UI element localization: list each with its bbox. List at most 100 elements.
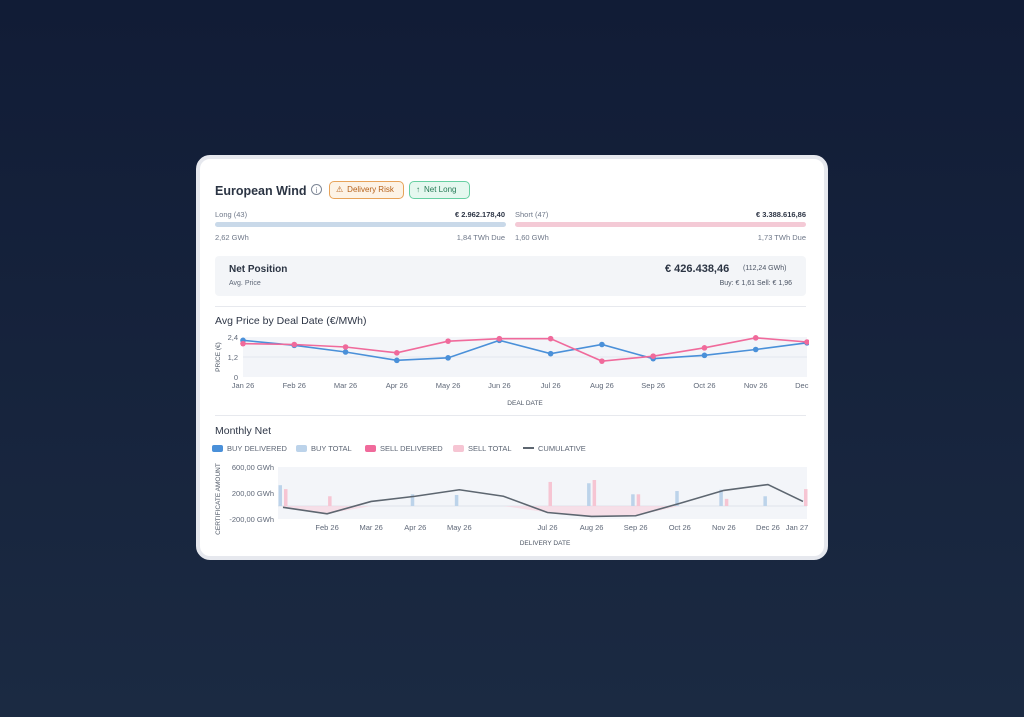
avg-price-label: Avg. Price (229, 280, 261, 287)
buy-total-bar (410, 494, 415, 506)
divider (215, 415, 806, 416)
x-tick-label: Jul 26 (541, 381, 561, 390)
legend-cumulative[interactable]: CUMULATIVE (523, 444, 586, 453)
buy-total-bar (763, 496, 767, 506)
buy-price-point (752, 346, 759, 353)
buy-sell-prices: Buy: € 1,61 Sell: € 1,96 (719, 280, 792, 287)
y-tick-label: 2,4 (228, 333, 238, 342)
short-label: Short (47) (515, 210, 549, 219)
x-tick-label: Dec 26 (756, 523, 780, 532)
y-tick-label: 1,2 (228, 353, 238, 362)
short-volume: 1,60 GWh (515, 233, 549, 242)
sell-total-bar (592, 480, 597, 506)
x-tick-label: May 26 (436, 381, 461, 390)
net-position-box: Net Position Avg. Price € 426.438,46 (11… (215, 256, 806, 296)
price-chart-title: Avg Price by Deal Date (€/MWh) (215, 315, 367, 327)
legend-sell-total[interactable]: SELL TOTAL (453, 444, 512, 453)
x-tick-label: Mar 26 (334, 381, 357, 390)
y-tick-label: 600,00 GWh (232, 463, 274, 472)
short-amount: € 3.388.616,86 (755, 210, 806, 219)
instrument-card: European Wind i ⚠ Delivery Risk ↑ Net Long… (196, 155, 828, 560)
x-tick-label: Sep 26 (624, 523, 648, 532)
x-axis-label: DEAL DATE (507, 400, 543, 407)
sell-total-bar (804, 489, 808, 506)
x-tick-label: Feb 26 (283, 381, 306, 390)
y-tick-label: 200,00 GWh (232, 489, 274, 498)
buy-total-bar (587, 483, 591, 506)
monthly-net-chart: 600,00 GWh 200,00 GWh -200,00 GWh CERTIFICA… (215, 463, 809, 547)
x-tick-label: Oct 26 (693, 381, 715, 390)
buy-price-point (445, 355, 451, 361)
x-tick-label: Aug 26 (590, 381, 614, 390)
x-tick-label: May 26 (447, 523, 472, 532)
x-tick-label: Feb 26 (315, 523, 338, 532)
y-axis-label: CERTIFICATE AMOUNT (215, 463, 222, 535)
buy-total-bar (454, 494, 459, 506)
buy-total-bar (675, 491, 679, 506)
sell-total-bar (724, 498, 729, 506)
card-title: European Wind (215, 184, 307, 198)
sell-price-point (547, 335, 554, 342)
x-tick-label: Mar 26 (359, 523, 382, 532)
net-position-gwh: (112,24 GWh) (743, 265, 787, 272)
cumulative-line (282, 483, 804, 518)
long-label: Long (43) (215, 210, 248, 219)
sell-price-point (240, 340, 246, 347)
buy-price-line (242, 339, 808, 362)
sell-price-point (804, 339, 809, 345)
monthly-net-title: Monthly Net (215, 425, 272, 437)
buy-total-bar (719, 489, 723, 506)
long-amount: € 2.962.178,40 (454, 210, 505, 219)
sell-total-bar (548, 481, 552, 506)
x-axis-label: DELIVERY DATE (520, 540, 571, 547)
x-tick-label: Apr 26 (404, 523, 426, 532)
long-bar (215, 222, 506, 227)
y-axis-label: PRICE (€) (215, 342, 222, 372)
x-tick-label: Jul 26 (537, 523, 557, 532)
buy-price-point (701, 352, 708, 359)
sell-price-point (650, 353, 656, 359)
x-tick-label: Dec 26 (795, 381, 809, 390)
short-bar (515, 222, 806, 227)
x-tick-label: Jun 26 (488, 381, 511, 390)
info-icon[interactable]: i (311, 184, 322, 195)
sell-price-point (394, 350, 400, 356)
net-position-value: € 426.438,46 (665, 263, 730, 275)
x-tick-label: Apr 26 (386, 381, 408, 390)
sell-price-line (242, 337, 808, 362)
sell-total-bar (328, 496, 332, 506)
delivery-risk-badge[interactable]: ⚠ Delivery Risk (329, 181, 404, 199)
y-tick-label: 0 (234, 373, 238, 382)
long-due: 1,84 TWh Due (456, 233, 505, 242)
sell-price-point (599, 358, 605, 364)
x-tick-label: Jan 26 (232, 381, 255, 390)
net-position-title: Net Position (229, 264, 288, 275)
x-tick-label: Jan 27 (786, 523, 809, 532)
buy-price-point (342, 349, 349, 355)
sell-total-bar (284, 489, 288, 506)
sell-price-point (752, 335, 759, 341)
x-tick-label: Oct 26 (669, 523, 691, 532)
x-tick-label: Aug 26 (580, 523, 604, 532)
x-tick-label: Nov 26 (744, 381, 768, 390)
buy-total-bar (631, 494, 635, 506)
price-chart: 2,4 1,2 0 PRICE (€) Jan 26 Feb 26 Mar 26 Apr 26… (215, 333, 809, 407)
net-long-badge[interactable]: ↑ Net Long (409, 181, 470, 199)
buy-total-bar (278, 485, 282, 506)
y-tick-label: -200,00 GWh (229, 515, 274, 524)
divider (215, 306, 806, 307)
arrow-up-icon: ↑ (416, 185, 420, 194)
x-tick-label: Nov 26 (712, 523, 736, 532)
buy-price-point (394, 357, 400, 364)
x-tick-label: Sep 26 (641, 381, 665, 390)
sell-price-point (701, 345, 708, 351)
sell-total-bar (636, 494, 641, 506)
buy-price-point (599, 341, 605, 348)
buy-price-point (547, 350, 554, 357)
legend-buy-total[interactable]: BUY TOTAL (296, 444, 352, 453)
sell-price-point (342, 344, 349, 350)
legend-buy-delivered[interactable]: BUY DELIVERED (212, 444, 287, 453)
warning-icon: ⚠ (336, 185, 344, 194)
sell-price-point (291, 341, 298, 348)
legend-sell-delivered[interactable]: SELL DELIVERED (365, 444, 443, 453)
